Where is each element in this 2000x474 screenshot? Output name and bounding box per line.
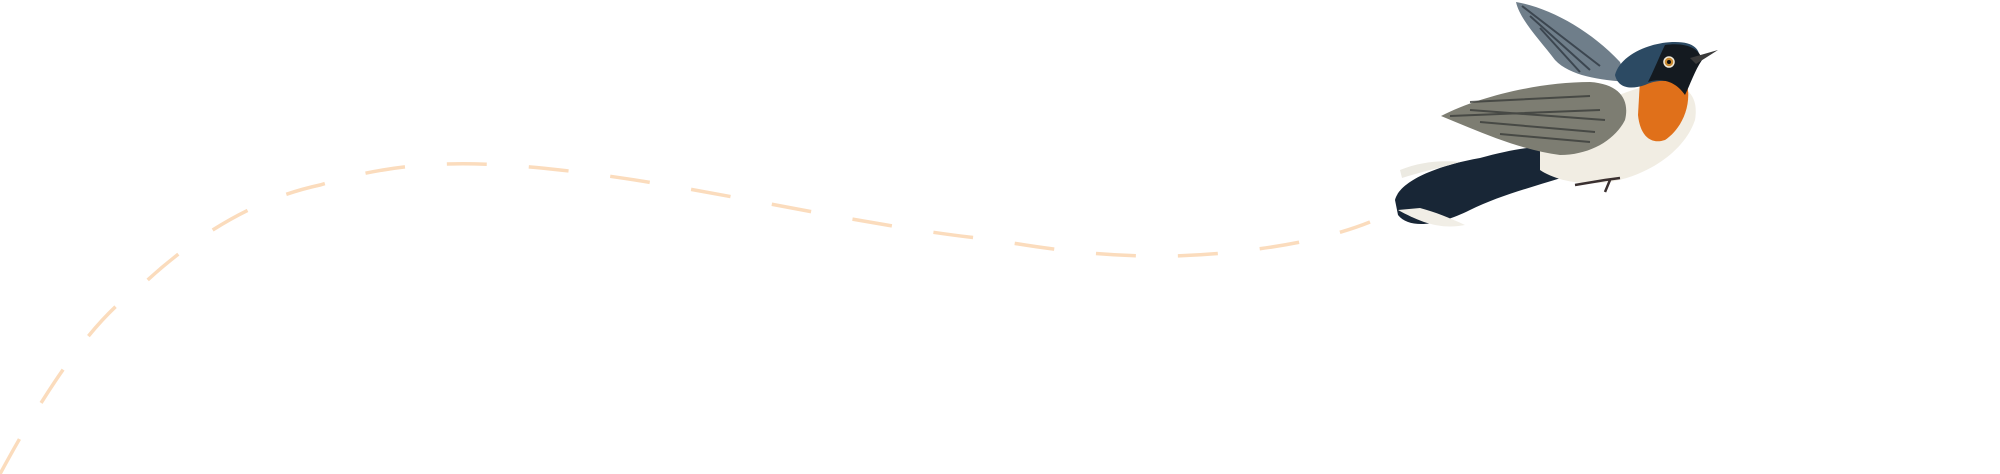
- bird-wing: [1441, 82, 1627, 155]
- bird-foot: [1574, 176, 1621, 193]
- dashed-flight-path: [0, 162, 1371, 474]
- bird-tail: [1395, 147, 1570, 225]
- bird-throat: [1638, 74, 1689, 142]
- bird-beak: [1690, 50, 1718, 64]
- bird-illustration: [1395, 2, 1718, 227]
